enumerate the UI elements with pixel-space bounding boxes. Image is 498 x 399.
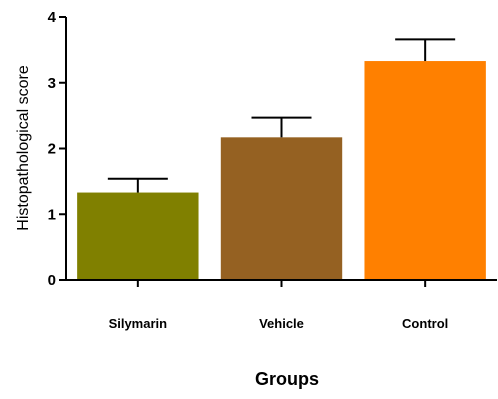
- x-ticks-layer: Silymarin Vehicle Control: [109, 280, 448, 331]
- bar-silymarin: [77, 192, 199, 280]
- x-tick-label-control: Control: [402, 316, 448, 331]
- x-tick-label-vehicle: Vehicle: [259, 316, 304, 331]
- x-tick-label-silymarin: Silymarin: [109, 316, 168, 331]
- y-tick-label: 0: [48, 272, 56, 289]
- y-ticks-layer: 0 1 2 3 4: [48, 9, 66, 289]
- y-tick-label: 3: [48, 75, 56, 92]
- bar-vehicle: [220, 137, 343, 280]
- y-tick-label: 4: [48, 9, 57, 26]
- y-tick-label: 2: [48, 141, 56, 158]
- error-bars-layer: [107, 38, 456, 193]
- bar-control: [364, 61, 486, 280]
- y-tick-label: 1: [48, 206, 56, 223]
- y-axis-title: Histopathological score: [15, 65, 32, 231]
- x-axis-title: Groups: [255, 369, 319, 389]
- bars-layer: [77, 61, 486, 280]
